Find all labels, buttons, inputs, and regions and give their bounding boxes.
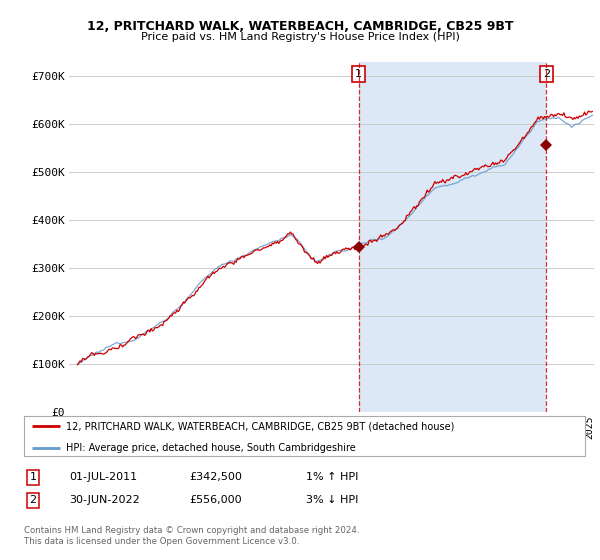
- Text: HPI: Average price, detached house, South Cambridgeshire: HPI: Average price, detached house, Sout…: [66, 442, 356, 452]
- Text: Price paid vs. HM Land Registry's House Price Index (HPI): Price paid vs. HM Land Registry's House …: [140, 32, 460, 43]
- Text: 30-JUN-2022: 30-JUN-2022: [69, 495, 140, 505]
- Text: 2: 2: [543, 69, 550, 79]
- Text: £342,500: £342,500: [189, 472, 242, 482]
- Text: 1: 1: [355, 69, 362, 79]
- Text: £556,000: £556,000: [189, 495, 242, 505]
- Text: 01-JUL-2011: 01-JUL-2011: [69, 472, 137, 482]
- Bar: [359, 62, 546, 412]
- Text: 1% ↑ HPI: 1% ↑ HPI: [306, 472, 358, 482]
- Text: 1: 1: [29, 472, 37, 482]
- Text: Contains HM Land Registry data © Crown copyright and database right 2024.
This d: Contains HM Land Registry data © Crown c…: [24, 526, 359, 546]
- Text: 12, PRITCHARD WALK, WATERBEACH, CAMBRIDGE, CB25 9BT (detached house): 12, PRITCHARD WALK, WATERBEACH, CAMBRIDG…: [66, 421, 454, 431]
- Text: 2: 2: [29, 495, 37, 505]
- Text: 3% ↓ HPI: 3% ↓ HPI: [306, 495, 358, 505]
- Text: 12, PRITCHARD WALK, WATERBEACH, CAMBRIDGE, CB25 9BT: 12, PRITCHARD WALK, WATERBEACH, CAMBRIDG…: [87, 20, 513, 32]
